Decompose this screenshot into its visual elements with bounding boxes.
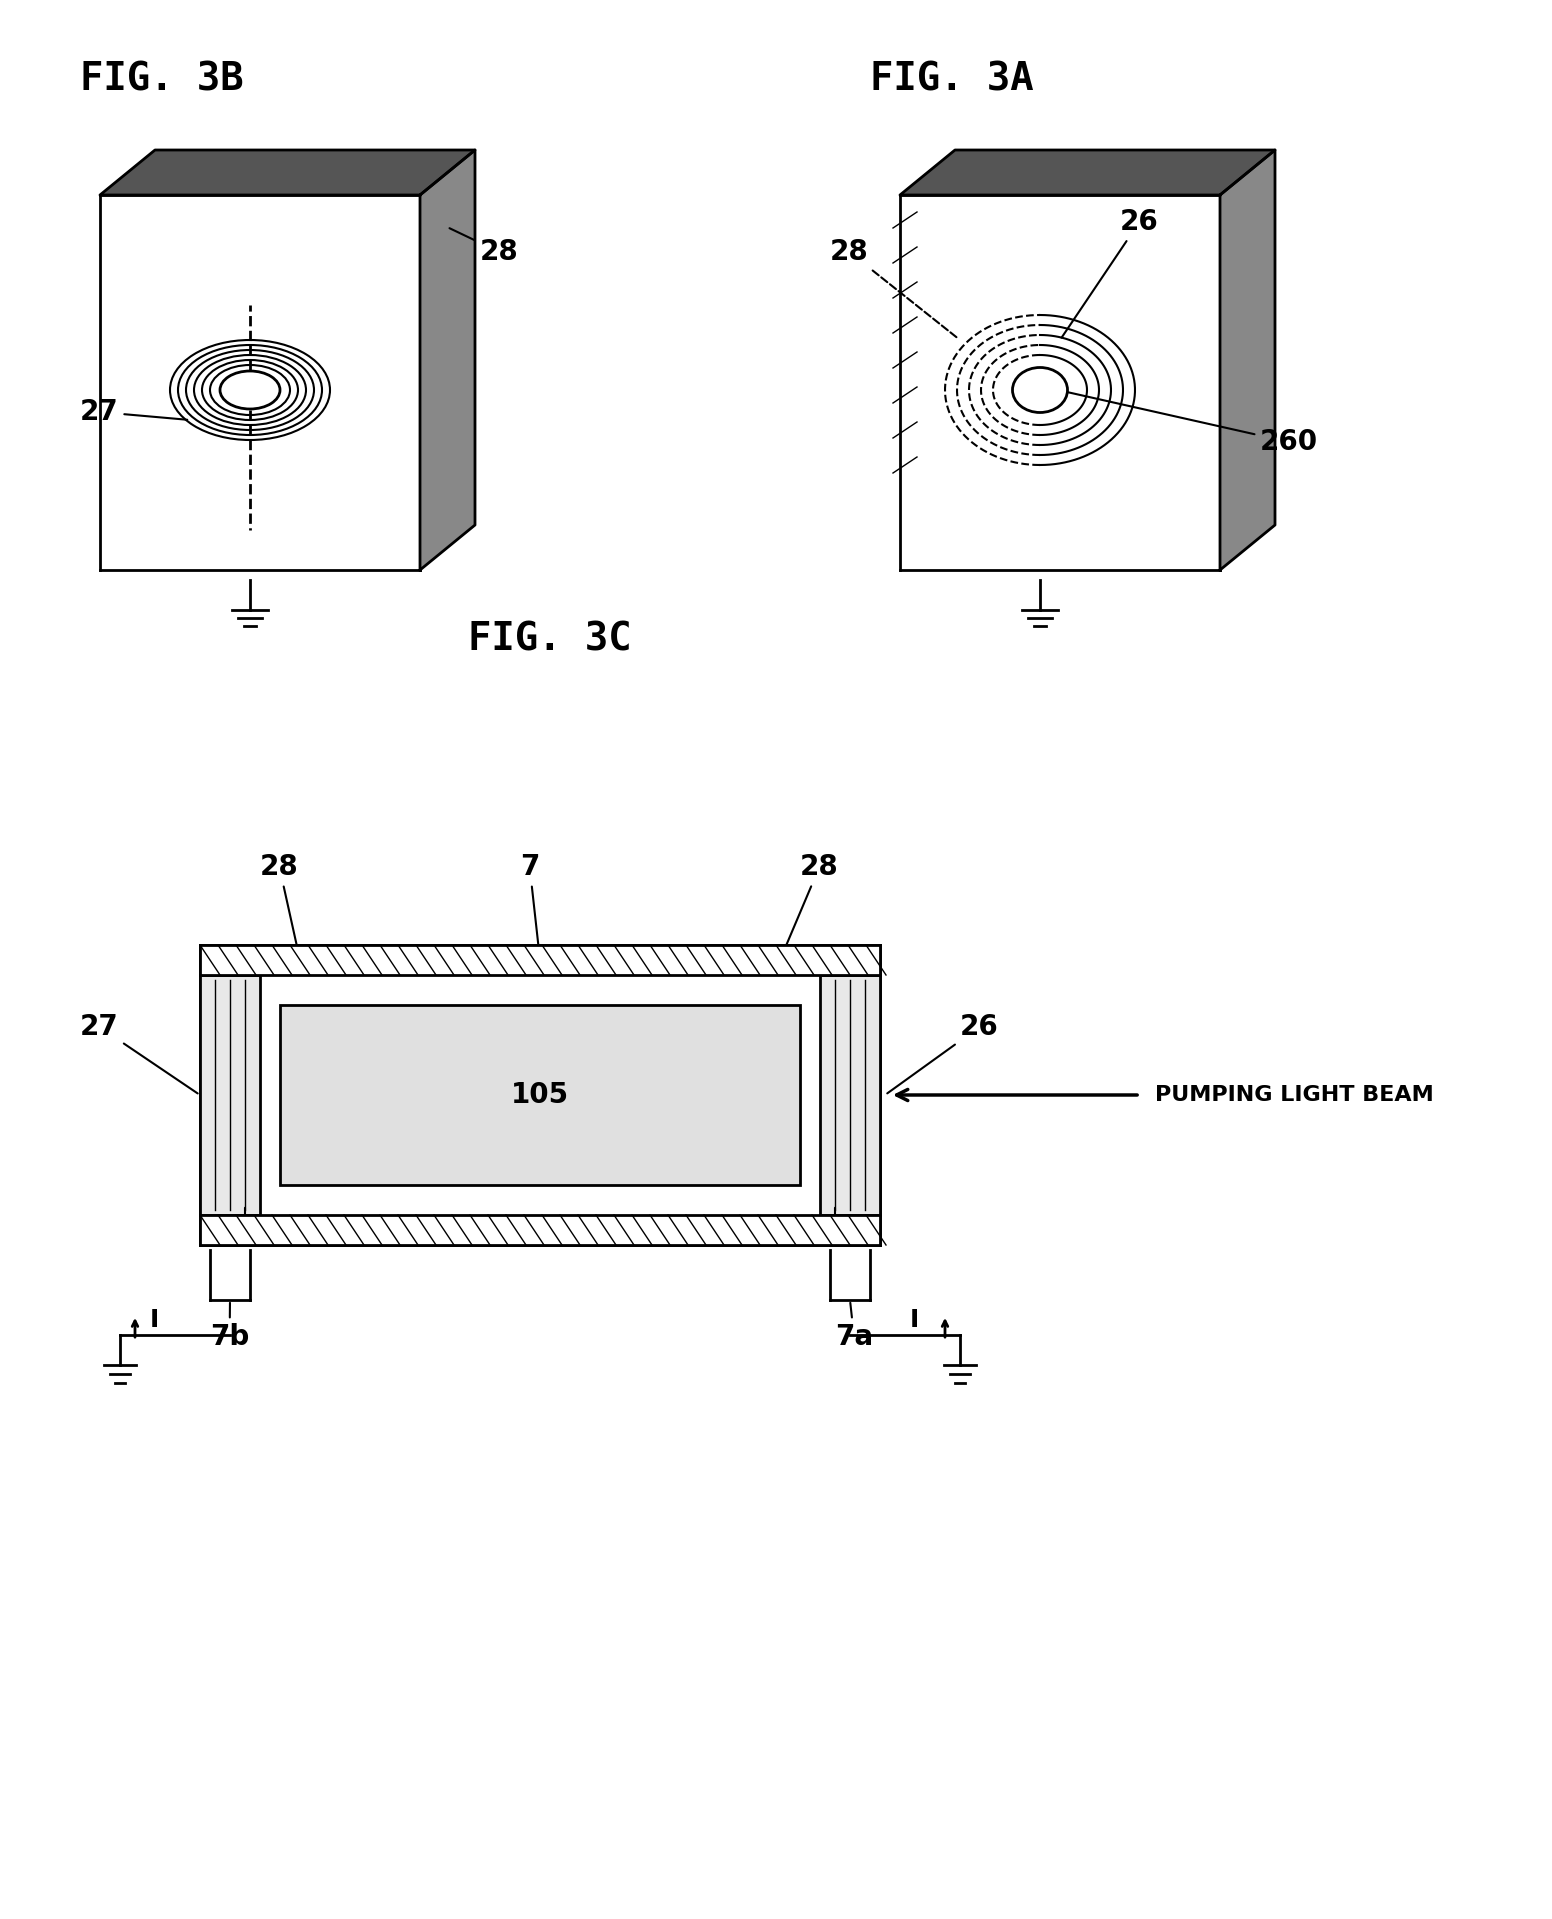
Text: 7: 7 — [520, 854, 540, 958]
Text: 260: 260 — [1060, 391, 1318, 457]
Text: FIG. 3C: FIG. 3C — [469, 620, 632, 658]
Text: 28: 28 — [261, 854, 300, 958]
Bar — [200, 1215, 880, 1245]
Text: 28: 28 — [830, 238, 958, 338]
Text: FIG. 3A: FIG. 3A — [871, 59, 1034, 98]
Text: 105: 105 — [511, 1080, 570, 1109]
Ellipse shape — [220, 370, 279, 409]
Text: 7b: 7b — [210, 1303, 250, 1351]
Polygon shape — [99, 150, 475, 196]
Text: 28: 28 — [781, 854, 838, 958]
Text: 28: 28 — [450, 228, 518, 267]
Text: FIG. 3B: FIG. 3B — [81, 59, 244, 98]
Text: I: I — [909, 1309, 919, 1332]
Text: 27: 27 — [81, 397, 188, 426]
Text: PUMPING LIGHT BEAM: PUMPING LIGHT BEAM — [1155, 1084, 1434, 1105]
Text: 26: 26 — [1062, 207, 1159, 338]
Text: I: I — [151, 1309, 160, 1332]
Text: 7a: 7a — [835, 1303, 874, 1351]
Text: 26: 26 — [888, 1013, 999, 1094]
Bar — [279, 1006, 799, 1186]
Polygon shape — [200, 975, 261, 1215]
Polygon shape — [819, 975, 880, 1215]
Polygon shape — [1220, 150, 1276, 570]
Polygon shape — [900, 150, 1276, 196]
Ellipse shape — [1012, 368, 1068, 413]
Bar — [200, 944, 880, 975]
Polygon shape — [421, 150, 475, 570]
Text: 27: 27 — [81, 1013, 197, 1094]
